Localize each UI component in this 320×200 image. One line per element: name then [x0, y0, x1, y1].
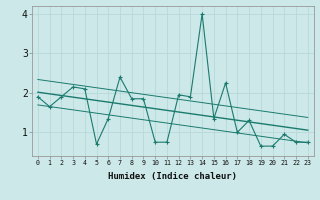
X-axis label: Humidex (Indice chaleur): Humidex (Indice chaleur)	[108, 172, 237, 181]
